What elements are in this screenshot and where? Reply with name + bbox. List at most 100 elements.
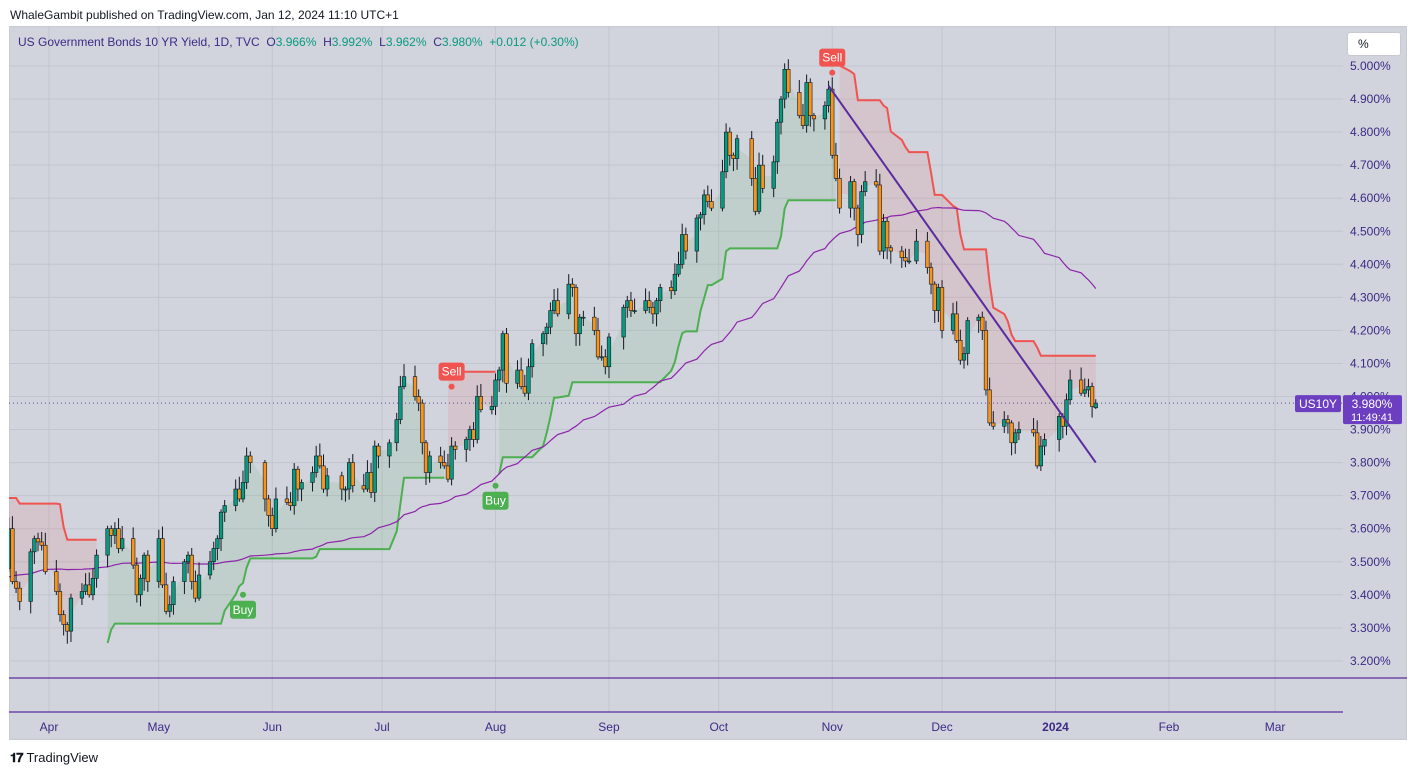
sell-signal-badge: [819, 48, 846, 67]
price-axis-tick-label: 3.900%: [1350, 423, 1391, 437]
candle-body: [570, 283, 575, 288]
candle: [822, 101, 828, 130]
candle-body: [987, 389, 992, 424]
candle: [1016, 421, 1021, 441]
candle: [855, 204, 860, 247]
price-chart[interactable]: Buy Sell Buy Sell 3.200% 3.300% 3.400% 3.500% 3.…: [9, 26, 1407, 740]
candle-body: [694, 217, 699, 252]
supertrend-up-line: [498, 199, 836, 475]
candle: [1090, 382, 1095, 418]
candle: [727, 127, 732, 166]
candle-body: [650, 306, 655, 315]
candle: [606, 333, 612, 379]
candle: [449, 437, 454, 486]
supertrend-up-line: [106, 476, 445, 644]
candle-body: [599, 356, 604, 359]
candle-body: [412, 376, 418, 397]
candle: [573, 284, 579, 346]
candle-body: [683, 234, 688, 252]
candle: [1082, 378, 1087, 397]
candle: [888, 245, 893, 264]
candle-body: [1079, 379, 1084, 394]
candle-body: [852, 181, 857, 209]
candle-body: [705, 194, 710, 202]
candle: [522, 374, 527, 397]
time-axis-tick-label: Aug: [485, 720, 506, 734]
candle-body: [925, 240, 930, 268]
candle: [936, 283, 941, 323]
candle: [28, 548, 33, 614]
candle-body: [79, 591, 85, 599]
candle: [196, 562, 202, 601]
candle-body: [980, 316, 985, 331]
candle: [530, 339, 535, 378]
candle: [1042, 433, 1047, 456]
candle-body: [376, 445, 381, 457]
candle-body: [592, 316, 597, 331]
candle: [79, 583, 85, 606]
candle-body: [467, 429, 473, 440]
candle: [577, 313, 582, 346]
candle-body: [57, 591, 63, 615]
candle-body: [138, 577, 143, 596]
candle-body: [643, 300, 648, 311]
candle: [1005, 415, 1011, 434]
candle: [211, 541, 216, 571]
candle: [676, 251, 681, 277]
candle: [837, 168, 842, 214]
price-axis-tick-label: 4.400%: [1350, 257, 1391, 271]
candle-body: [577, 316, 582, 335]
candle-body: [339, 475, 344, 490]
candle: [138, 574, 143, 607]
candle-body: [61, 614, 66, 625]
buy-signal-dot: [492, 482, 499, 489]
candle-body: [782, 69, 787, 100]
supertrend-down-fill: [9, 498, 97, 628]
time-axis-tick-label: Jul: [374, 720, 389, 734]
candle: [427, 450, 432, 483]
symbol-tag[interactable]: [1295, 395, 1341, 413]
candle-body: [566, 283, 571, 315]
candle: [295, 466, 300, 502]
candle: [734, 134, 740, 170]
candle: [317, 443, 322, 469]
candle: [749, 131, 754, 186]
candle: [1093, 399, 1098, 410]
price-axis-tick-label: 5.000%: [1350, 59, 1391, 73]
candle-body: [874, 181, 879, 186]
candle: [658, 283, 663, 313]
candle: [965, 317, 970, 366]
candle: [120, 526, 125, 552]
price-tag-countdown: 11:49:41: [1351, 412, 1393, 424]
candle-body: [680, 234, 685, 265]
candle-body: [420, 402, 425, 444]
candle-body: [131, 538, 136, 566]
candle: [39, 531, 44, 551]
candle: [61, 610, 66, 636]
candle-body: [731, 154, 736, 159]
candle-body: [453, 445, 458, 450]
candle-body: [489, 406, 494, 411]
candle: [592, 306, 597, 336]
candle: [991, 411, 996, 430]
candle: [493, 373, 498, 416]
candle-body: [83, 584, 88, 592]
candle-body: [881, 221, 886, 252]
candle-body: [848, 181, 853, 209]
candle: [131, 527, 136, 570]
candle-body: [903, 257, 908, 262]
candle: [899, 246, 904, 268]
price-axis-tick-label: 4.200%: [1350, 323, 1391, 337]
candle: [475, 385, 480, 444]
candle: [914, 229, 919, 265]
candle: [797, 79, 802, 119]
chart-area[interactable]: [9, 26, 1407, 740]
trend-line[interactable]: [827, 85, 1097, 464]
candle-body: [372, 445, 377, 493]
percent-scale-button[interactable]: %: [1347, 32, 1401, 56]
candle: [504, 327, 509, 393]
candle-body: [347, 462, 352, 490]
candle-body: [171, 581, 176, 606]
candle: [321, 454, 326, 493]
candle-body: [266, 498, 271, 516]
